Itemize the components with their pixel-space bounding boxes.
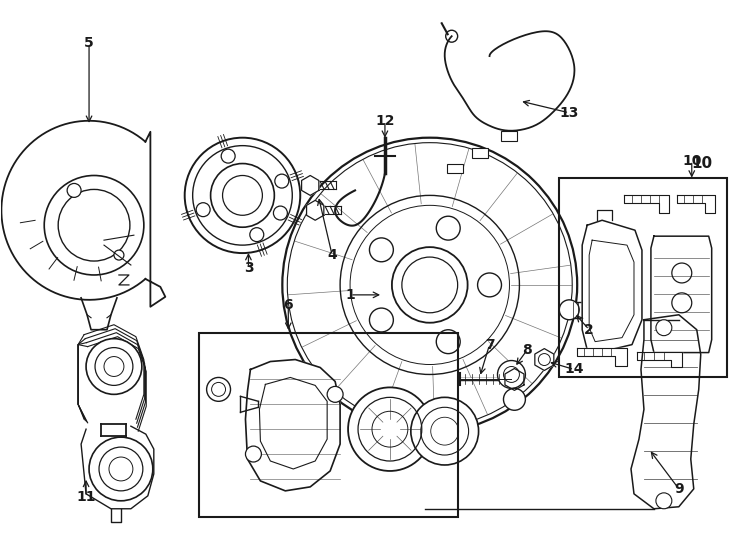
Polygon shape [505, 368, 524, 390]
Circle shape [89, 437, 153, 501]
Circle shape [656, 493, 672, 509]
Circle shape [436, 330, 460, 354]
Text: 8: 8 [523, 342, 532, 356]
Bar [447, 164, 462, 173]
Text: 12: 12 [375, 114, 395, 128]
Circle shape [349, 185, 361, 197]
Circle shape [114, 250, 124, 260]
Circle shape [369, 308, 393, 332]
Circle shape [275, 174, 288, 188]
Circle shape [411, 397, 479, 465]
Text: 1: 1 [345, 288, 355, 302]
Polygon shape [307, 200, 324, 220]
Circle shape [559, 300, 579, 320]
Circle shape [656, 320, 672, 336]
Circle shape [672, 263, 691, 283]
Text: 13: 13 [559, 106, 579, 120]
Polygon shape [631, 315, 701, 509]
Polygon shape [302, 176, 319, 195]
Text: 14: 14 [564, 362, 584, 376]
Circle shape [380, 163, 390, 172]
Circle shape [196, 202, 210, 217]
Circle shape [436, 216, 460, 240]
Circle shape [250, 228, 264, 241]
Circle shape [498, 361, 526, 388]
Text: 10: 10 [682, 153, 702, 167]
Circle shape [446, 30, 458, 42]
Circle shape [672, 293, 691, 313]
Circle shape [369, 238, 393, 262]
Polygon shape [577, 348, 627, 366]
Circle shape [86, 339, 142, 394]
Bar [501, 131, 517, 140]
Circle shape [283, 138, 577, 432]
Polygon shape [259, 377, 327, 469]
Circle shape [206, 377, 230, 401]
Text: 9: 9 [674, 482, 683, 496]
Polygon shape [582, 220, 642, 352]
Polygon shape [535, 349, 554, 370]
Text: 11: 11 [76, 490, 96, 504]
Bar [559, 179, 727, 377]
Text: 6: 6 [283, 298, 293, 312]
Circle shape [478, 273, 501, 297]
Circle shape [221, 149, 235, 163]
Bar [570, 302, 597, 318]
Bar [199, 333, 458, 517]
Text: 3: 3 [244, 261, 253, 275]
Polygon shape [677, 195, 715, 213]
Circle shape [185, 138, 300, 253]
Circle shape [327, 387, 343, 402]
Circle shape [274, 206, 288, 220]
Polygon shape [651, 236, 712, 353]
Text: 10: 10 [691, 156, 712, 171]
Circle shape [67, 184, 81, 198]
Text: 2: 2 [584, 323, 594, 337]
Polygon shape [245, 360, 340, 491]
Polygon shape [637, 352, 682, 368]
Circle shape [348, 387, 432, 471]
Text: 7: 7 [484, 338, 494, 352]
Circle shape [44, 176, 144, 275]
Circle shape [245, 446, 261, 462]
Circle shape [504, 388, 526, 410]
Polygon shape [624, 195, 669, 213]
Bar [472, 147, 487, 158]
Text: 4: 4 [327, 248, 337, 262]
Text: 5: 5 [84, 36, 94, 50]
